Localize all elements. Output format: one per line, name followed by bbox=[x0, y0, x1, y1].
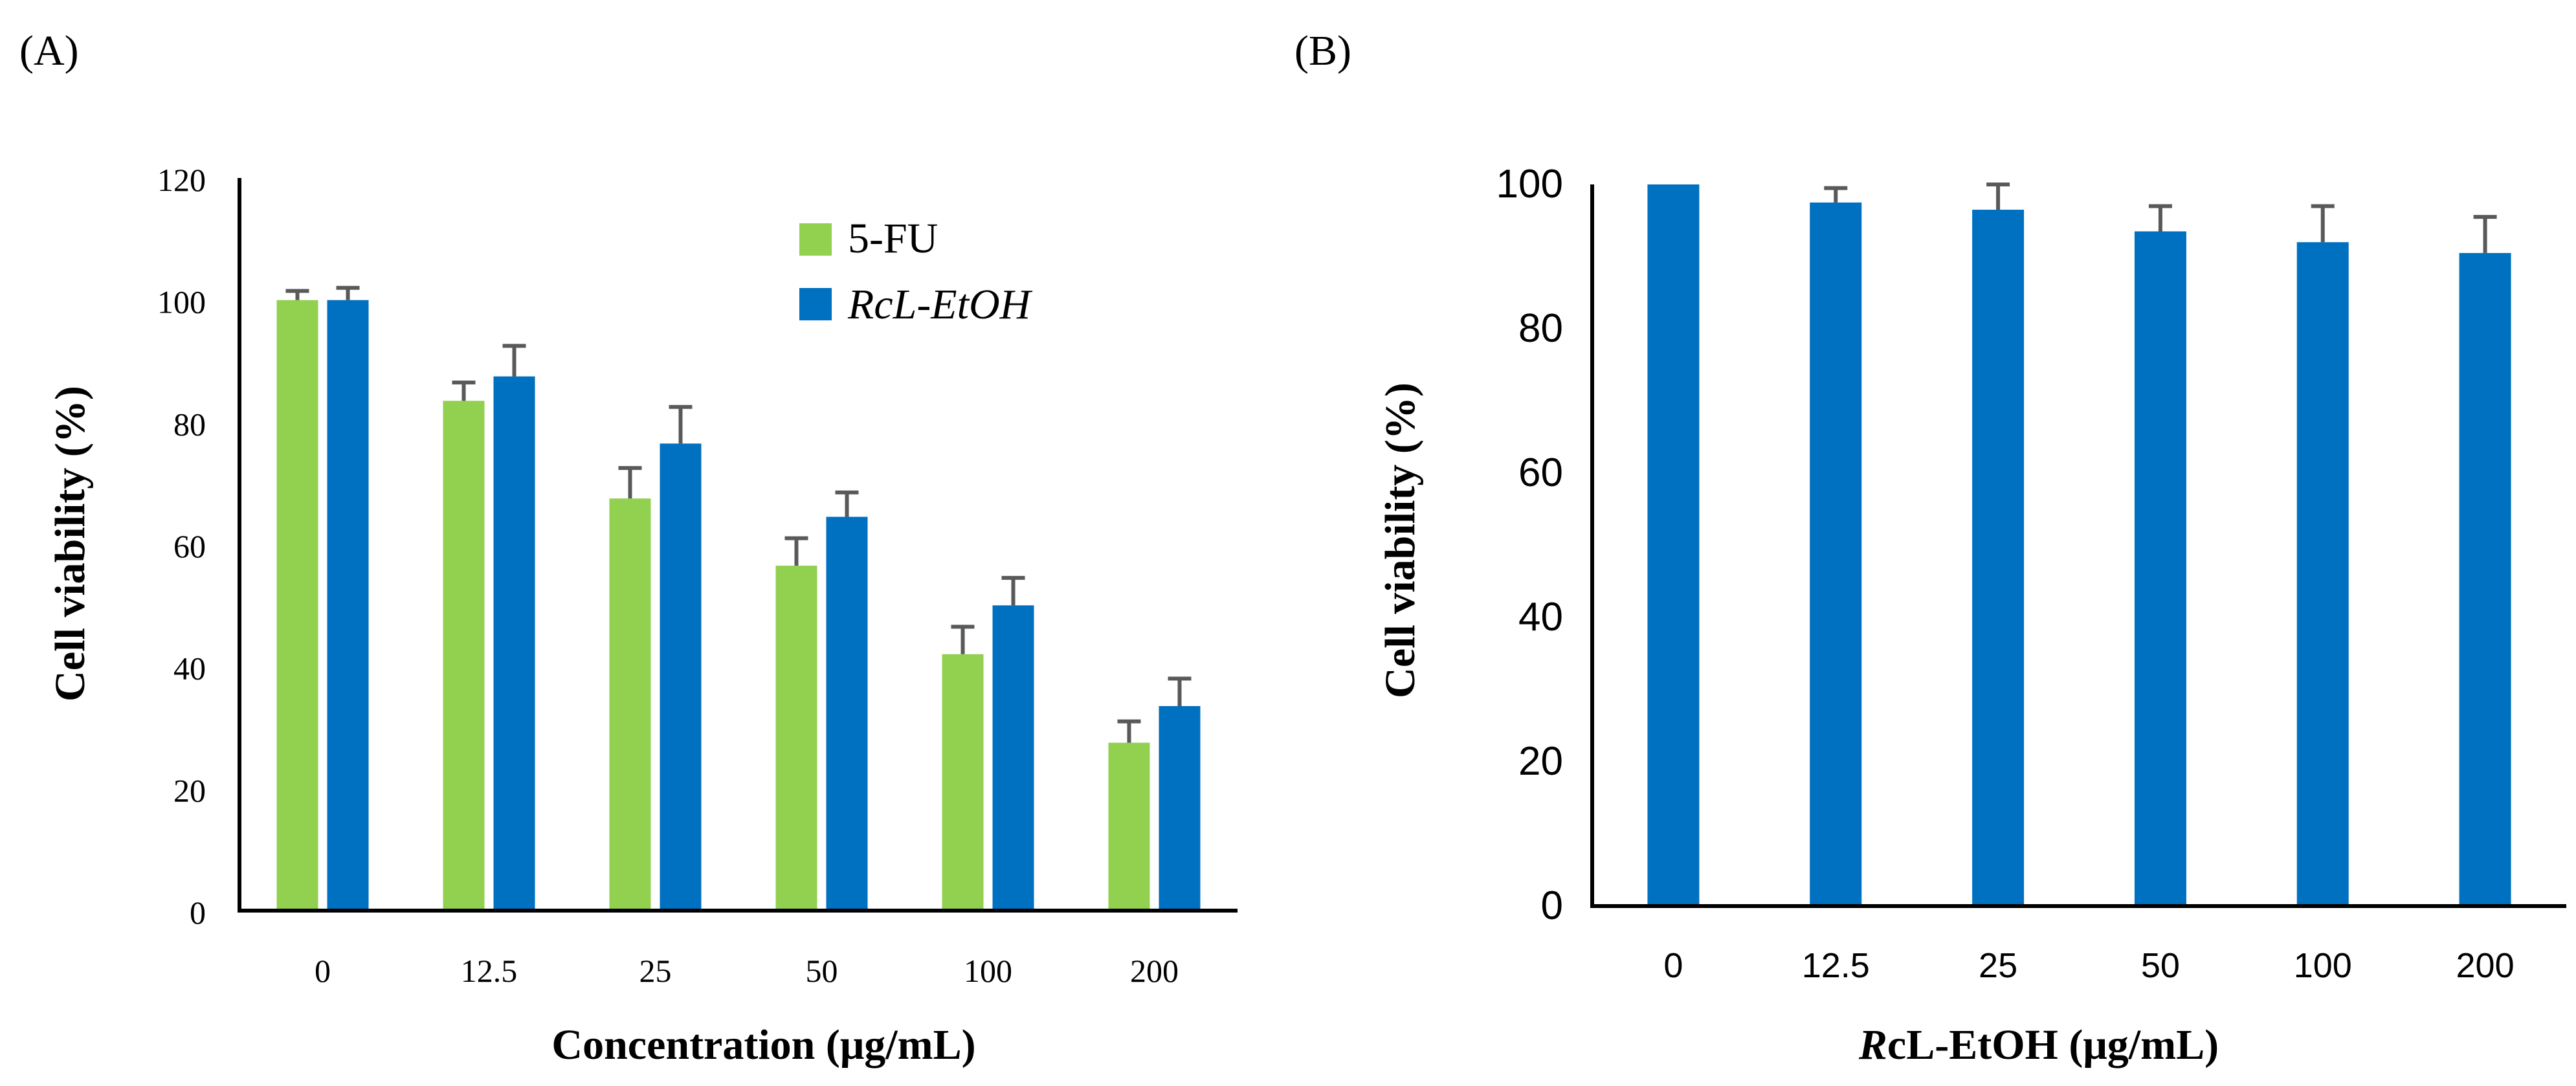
y-tick-label: 60 bbox=[173, 528, 206, 564]
x-tick-label: 25 bbox=[1979, 946, 2017, 985]
y-tick-label: 0 bbox=[190, 894, 206, 931]
y-axis-title-a: Cell viability (%) bbox=[47, 386, 94, 702]
bar-rcl-etoh-0 bbox=[327, 300, 369, 911]
legend-label-rcl-etoh: RcL-EtOH bbox=[847, 281, 1033, 328]
x-tick-label: 25 bbox=[639, 953, 672, 989]
y-tick-labels-b: 0 20 40 60 80 100 bbox=[1496, 162, 1563, 928]
bar-rcl-etoh-50 bbox=[826, 516, 868, 911]
legend-swatch-rcl-etoh bbox=[799, 288, 832, 320]
x-tick-label: 12.5 bbox=[461, 953, 518, 989]
y-tick-label: 20 bbox=[1518, 739, 1563, 784]
y-tick-label: 80 bbox=[173, 406, 206, 442]
bar-rcl-etoh-25 bbox=[1972, 210, 2025, 906]
bar-rcl-etoh-0 bbox=[1647, 184, 1700, 906]
x-tick-label: 200 bbox=[1130, 953, 1179, 989]
x-tick-label: 50 bbox=[806, 953, 838, 989]
bar-5-fu-0 bbox=[276, 300, 318, 911]
x-axis-title-b: RcL-EtOH (μg/mL) bbox=[1858, 1021, 2219, 1069]
y-tick-label: 60 bbox=[1518, 450, 1563, 495]
bar-rcl-etoh-100 bbox=[992, 605, 1034, 911]
x-axis-title-a: Concentration (μg/mL) bbox=[551, 1021, 975, 1069]
x-tick-label: 0 bbox=[1663, 946, 1683, 985]
panel-label-b: (B) bbox=[1294, 27, 1351, 74]
y-tick-label: 100 bbox=[1496, 162, 1563, 206]
legend-a: 5-FU RcL-EtOH bbox=[799, 215, 1033, 328]
panel-label-a: (A) bbox=[19, 27, 79, 74]
error-bars-a bbox=[285, 285, 1192, 743]
y-tick-label: 20 bbox=[173, 772, 206, 808]
x-tick-labels-a: 0 12.5 25 50 100 200 bbox=[315, 953, 1179, 989]
y-tick-labels-a: 0 20 40 60 80 100 120 bbox=[157, 162, 206, 931]
chart-panel-b: (B) Cell viability (%) RcL-EtOH (μg/mL) … bbox=[1294, 27, 2566, 1069]
legend-label-5fu: 5-FU bbox=[848, 215, 938, 262]
legend-swatch-5fu bbox=[799, 223, 832, 256]
bars-a bbox=[276, 300, 1201, 911]
bar-5-fu-25 bbox=[609, 498, 651, 911]
y-axis-title-b: Cell viability (%) bbox=[1377, 382, 1424, 698]
bar-rcl-etoh-200 bbox=[2459, 252, 2511, 906]
bar-5-fu-100 bbox=[942, 654, 984, 911]
bar-rcl-etoh-50 bbox=[2134, 231, 2186, 907]
bar-rcl-etoh-200 bbox=[1159, 705, 1201, 911]
y-tick-label: 120 bbox=[157, 162, 206, 198]
bar-rcl-etoh-12-5 bbox=[493, 376, 535, 911]
x-tick-label: 12.5 bbox=[1802, 946, 1870, 985]
bar-rcl-etoh-100 bbox=[2296, 242, 2349, 907]
x-tick-labels-b: 0 12.5 25 50 100 200 bbox=[1663, 946, 2514, 985]
bar-5-fu-200 bbox=[1108, 742, 1150, 911]
bar-5-fu-50 bbox=[775, 566, 817, 911]
bar-5-fu-12-5 bbox=[443, 401, 485, 911]
chart-panel-a: (A) Cell viability (%) Concentration (μg… bbox=[19, 27, 1238, 1069]
x-tick-label: 100 bbox=[964, 953, 1012, 989]
y-tick-label: 100 bbox=[157, 284, 206, 320]
bar-rcl-etoh-25 bbox=[660, 443, 702, 911]
x-axis-title-b-rest: cL-EtOH (μg/mL) bbox=[1887, 1021, 2219, 1069]
y-tick-label: 0 bbox=[1541, 883, 1563, 928]
x-tick-label: 50 bbox=[2141, 946, 2180, 985]
y-tick-label: 80 bbox=[1518, 306, 1563, 351]
x-tick-label: 0 bbox=[315, 953, 331, 989]
x-tick-label: 200 bbox=[2456, 946, 2515, 985]
bar-rcl-etoh-12-5 bbox=[1810, 202, 1862, 906]
y-tick-label: 40 bbox=[1518, 595, 1563, 639]
error-bars-b bbox=[1824, 183, 2497, 253]
x-tick-label: 100 bbox=[2294, 946, 2352, 985]
bars-b bbox=[1647, 184, 2511, 907]
x-axis-title-b-prefix: R bbox=[1858, 1021, 1887, 1069]
y-tick-label: 40 bbox=[173, 650, 206, 687]
